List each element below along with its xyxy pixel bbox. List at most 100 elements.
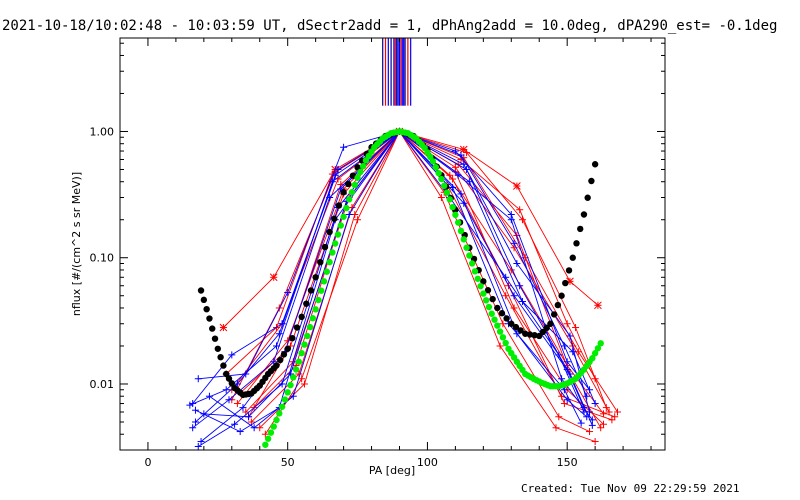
fit-green-point <box>262 441 269 448</box>
series-point <box>269 273 278 282</box>
fit-black-point <box>562 279 569 287</box>
y-tick-label: 0.10 <box>90 252 115 265</box>
fit-green-point <box>477 282 484 290</box>
fit-black-point <box>326 228 333 236</box>
fit-green-point <box>309 315 317 322</box>
fit-green-point <box>457 227 465 235</box>
fit-green-point <box>318 287 325 294</box>
fit-green-point <box>480 290 487 297</box>
x-tick-label: 100 <box>417 456 438 469</box>
fit-black-point <box>569 254 576 261</box>
chart-title: 2021-10-18/10:02:48 - 10:03:59 UT, dSect… <box>2 18 778 34</box>
fit-green-point <box>278 403 286 410</box>
fit-black-point <box>498 310 506 317</box>
x-tick-label: 0 <box>144 456 151 469</box>
series-line-blue <box>198 130 587 447</box>
fit-black-point <box>345 180 352 188</box>
fit-green-point <box>438 175 445 183</box>
fit-green-point <box>295 358 303 365</box>
fit-green-point <box>354 174 361 181</box>
fit-green-point <box>591 350 599 357</box>
fit-green-point <box>323 268 331 275</box>
fit-green-point <box>315 296 322 304</box>
fit-black-point <box>489 295 496 303</box>
fit-green-point <box>449 203 456 211</box>
fit-green-point <box>496 328 504 335</box>
fit-black-point <box>565 267 573 274</box>
fit-green-point <box>304 332 311 340</box>
series-point <box>594 301 602 310</box>
fit-green-point <box>435 169 442 177</box>
fit-green-point <box>474 275 481 282</box>
fit-black-point <box>588 177 595 185</box>
fit-green-point <box>287 381 294 389</box>
fit-green-point <box>502 339 509 347</box>
fit-black-point <box>280 351 288 358</box>
fit-black-point <box>220 362 227 369</box>
series-line-red <box>231 130 618 413</box>
fit-black-point <box>223 370 230 378</box>
fit-black-point <box>293 324 301 331</box>
x-axis-label: PA [deg] <box>369 464 415 477</box>
fit-black-point <box>197 287 205 294</box>
fit-green-point <box>452 211 459 219</box>
series-line-red <box>259 130 590 433</box>
fit-green-point <box>332 240 339 247</box>
fit-green-point <box>441 182 448 190</box>
fit-black-point <box>331 215 338 222</box>
fit-green-point <box>359 162 367 170</box>
fit-green-point <box>276 410 283 417</box>
fit-green-point <box>468 260 476 267</box>
fit-black-point <box>209 325 216 332</box>
fit-black-point <box>508 320 515 327</box>
fit-green-point <box>446 196 453 203</box>
fit-green-point <box>326 258 333 266</box>
series-point <box>513 182 521 190</box>
series-line-red <box>223 131 599 328</box>
fit-black-point <box>550 311 558 318</box>
fit-green-point <box>460 236 467 243</box>
fit-black-point <box>214 345 222 352</box>
fit-green-point <box>298 349 305 357</box>
fit-black-point <box>584 194 591 201</box>
fit-green-point <box>494 322 501 329</box>
fit-black-point <box>303 300 310 307</box>
fit-green-point <box>267 429 275 436</box>
fit-black-point <box>547 320 554 327</box>
fit-black-point <box>480 278 487 285</box>
series-point <box>219 323 228 332</box>
fit-green-point <box>329 249 336 256</box>
fit-black-point <box>543 324 550 332</box>
fit-black-point <box>284 345 291 352</box>
fit-black-point <box>289 334 296 342</box>
fit-black-point <box>206 315 213 322</box>
fit-green-point <box>306 323 314 331</box>
fit-green-point <box>343 204 350 212</box>
series-line-red <box>264 130 596 442</box>
fit-green-point <box>589 355 596 362</box>
fit-green-point <box>454 219 462 226</box>
fit-black-point <box>580 211 588 218</box>
fit-green-point <box>463 244 470 251</box>
fit-green-point <box>597 340 604 347</box>
fit-curves-group <box>197 128 604 448</box>
fit-green-point <box>284 389 291 396</box>
fit-green-point <box>482 297 490 304</box>
fit-green-point <box>273 416 280 424</box>
fit-green-point <box>488 310 495 317</box>
fit-green-point <box>301 341 308 348</box>
fit-green-point <box>320 278 328 285</box>
fit-green-point <box>499 334 507 341</box>
fit-black-point <box>203 305 210 313</box>
fit-green-point <box>334 231 342 238</box>
fit-black-point <box>558 292 565 299</box>
fit-black-point <box>277 356 284 364</box>
series-line-red <box>225 131 607 408</box>
fit-black-point <box>307 287 315 294</box>
series-group <box>186 127 621 450</box>
fit-black-point <box>211 335 219 342</box>
fit-green-point <box>471 268 479 275</box>
fit-green-point <box>357 168 364 176</box>
fit-green-point <box>485 303 493 311</box>
created-timestamp: Created: Tue Nov 09 22:29:59 2021 <box>521 482 740 495</box>
